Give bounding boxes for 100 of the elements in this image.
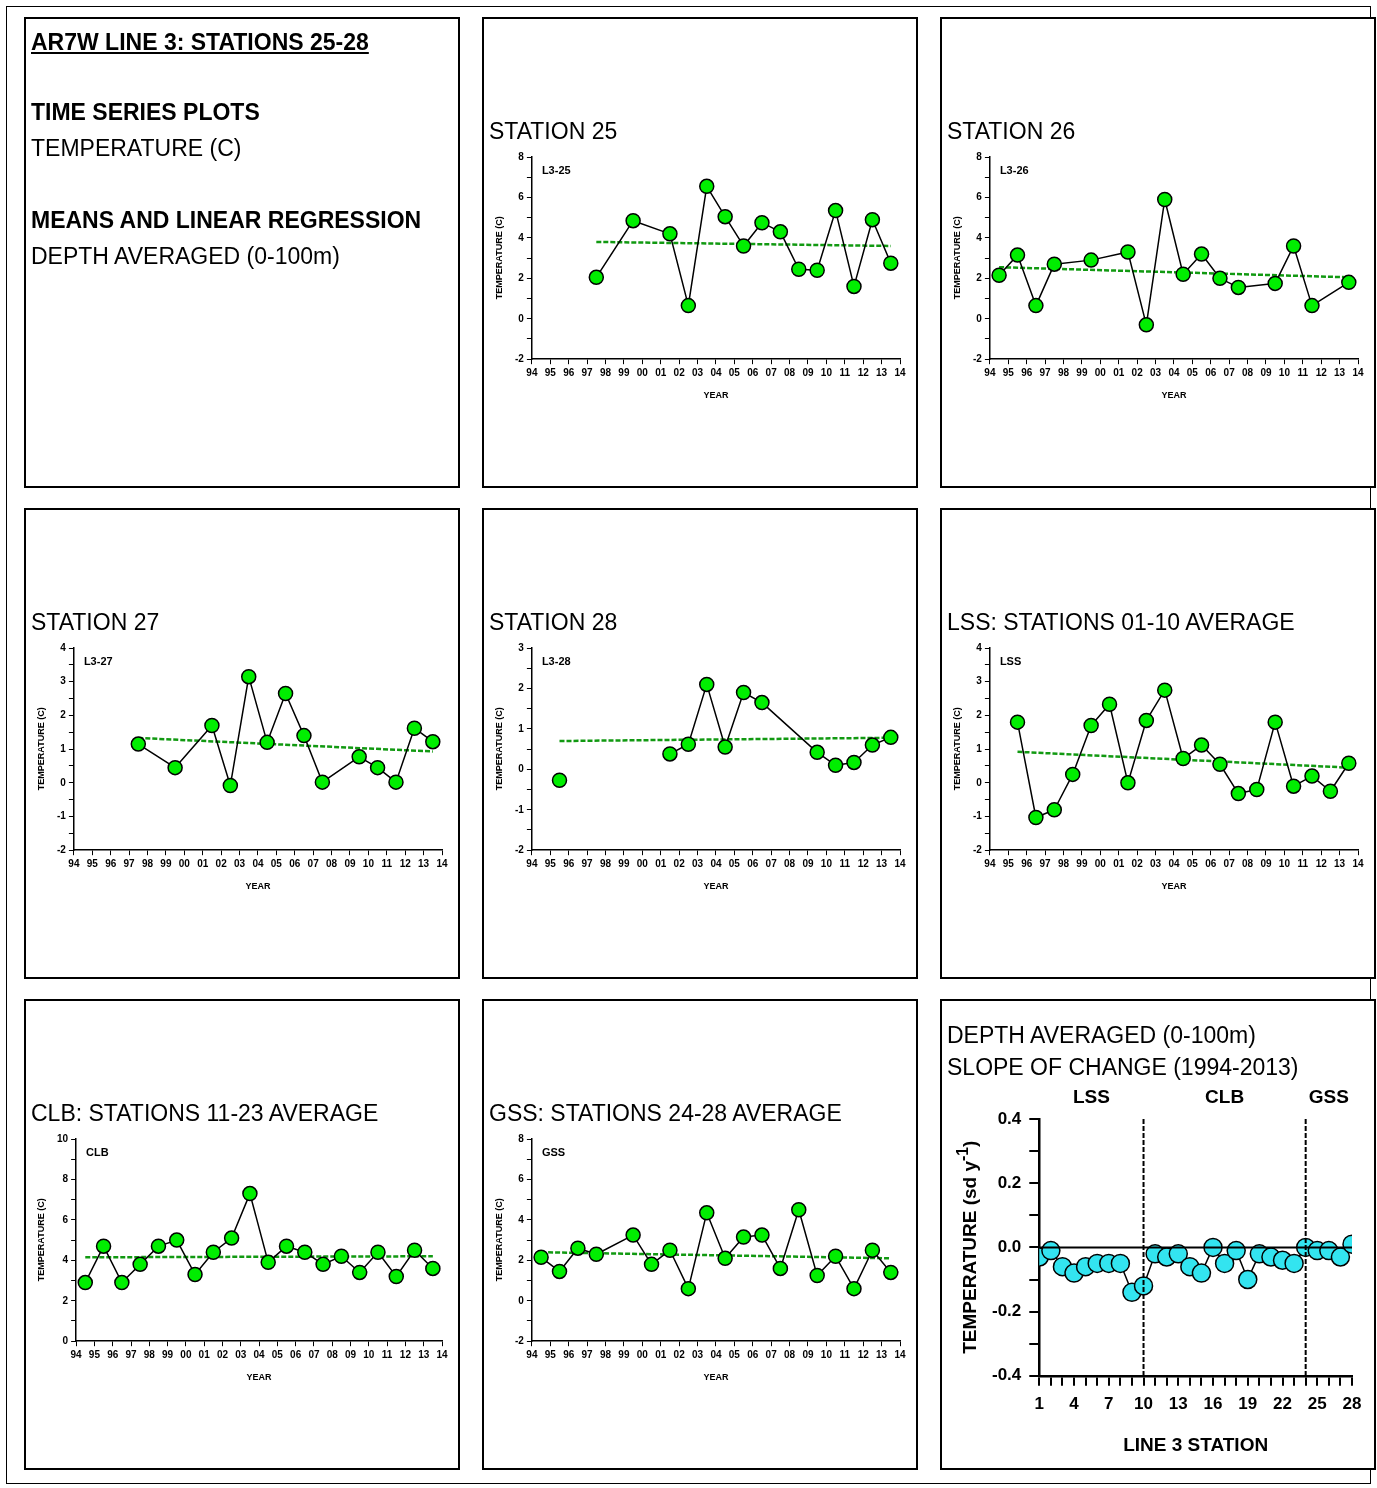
y-tick-label: 0.2 xyxy=(997,1172,1022,1192)
x-tick-label: 05 xyxy=(270,857,283,869)
chart-title: STATION 26 xyxy=(947,117,1077,146)
y-tick-label: 8 xyxy=(976,150,983,162)
y-axis-title: TEMPERATURE (C) xyxy=(494,215,504,302)
x-tick-label: 02 xyxy=(216,1348,229,1360)
x-tick-label: 03 xyxy=(1149,366,1162,378)
text: LSS xyxy=(1072,1085,1110,1107)
x-tick-label: 99 xyxy=(162,1348,174,1360)
x-tick-label: 95 xyxy=(86,857,99,869)
text: DEPTH AVERAGED (0-100m) xyxy=(31,242,340,271)
x-tick-label: 94 xyxy=(68,857,80,869)
x-tick-label: 07 xyxy=(307,857,320,869)
y-tick-label: -0.4 xyxy=(992,1365,1022,1385)
chart-title: DEPTH AVERAGED (0-100m) xyxy=(947,1021,1257,1050)
x-tick-label: 03 xyxy=(691,366,704,378)
y-tick-label: 6 xyxy=(518,1173,525,1185)
x-tick-label: 13 xyxy=(876,857,888,869)
y-tick-label: -2 xyxy=(972,352,983,364)
x-tick-label: 06 xyxy=(747,1348,759,1360)
x-tick-label: 99 xyxy=(618,366,630,378)
x-tick-label: 16 xyxy=(1203,1393,1223,1413)
y-tick-label: 3 xyxy=(60,675,67,687)
x-tick-label: 08 xyxy=(326,1348,339,1360)
x-tick-label: 28 xyxy=(1342,1393,1362,1413)
x-tick-label: 19 xyxy=(1238,1393,1258,1413)
x-tick-label: 10 xyxy=(820,1348,833,1360)
x-tick-label: 97 xyxy=(581,1348,594,1360)
x-tick-label: 94 xyxy=(526,1348,538,1360)
x-tick-label: 10 xyxy=(820,857,833,869)
x-tick-label: 07 xyxy=(1223,857,1236,869)
x-tick-label: 96 xyxy=(1021,857,1033,869)
chart-title: CLB: STATIONS 11-23 AVERAGE xyxy=(31,1099,380,1128)
x-tick-label: 05 xyxy=(728,366,741,378)
x-tick-label: 06 xyxy=(290,1348,302,1360)
y-tick-label: 0 xyxy=(518,763,525,775)
y-tick-label: 0 xyxy=(62,1334,69,1346)
x-tick-label: 03 xyxy=(1149,857,1162,869)
x-tick-label: 99 xyxy=(1076,366,1088,378)
x-tick-label: 11 xyxy=(1297,857,1309,869)
x-axis-title: YEAR xyxy=(245,881,271,892)
x-tick-label: 10 xyxy=(1278,857,1291,869)
x-tick-label: 14 xyxy=(1352,857,1364,869)
chart-title: STATION 27 xyxy=(31,608,161,637)
y-tick-label: 8 xyxy=(62,1173,69,1185)
x-tick-label: 12 xyxy=(857,857,870,869)
y-tick-label: 0 xyxy=(976,312,983,324)
x-tick-label: 11 xyxy=(839,1348,851,1360)
x-tick-label: 08 xyxy=(326,857,338,869)
y-tick-label: 1 xyxy=(976,742,983,754)
x-tick-label: 08 xyxy=(784,857,796,869)
annotation: L3-26 xyxy=(999,163,1029,176)
x-tick-label: 96 xyxy=(563,366,575,378)
x-axis-title: YEAR xyxy=(703,390,729,401)
x-tick-label: 1 xyxy=(1034,1393,1045,1413)
x-tick-label: 94 xyxy=(526,857,538,869)
x-tick-label: 03 xyxy=(691,1348,704,1360)
chart-title: STATION 25 xyxy=(489,117,619,146)
x-tick-label: 09 xyxy=(1260,366,1272,378)
x-tick-label: 02 xyxy=(215,857,228,869)
x-tick-label: 97 xyxy=(125,1348,137,1360)
x-tick-label: 04 xyxy=(710,1348,722,1360)
x-tick-label: 95 xyxy=(1002,366,1015,378)
x-tick-label: 98 xyxy=(1057,857,1070,869)
x-tick-label: 06 xyxy=(747,366,759,378)
y-tick-label: 2 xyxy=(62,1294,69,1306)
x-tick-label: 96 xyxy=(563,1348,575,1360)
y-tick-label: -1 xyxy=(56,810,67,822)
x-tick-label: 04 xyxy=(1168,366,1180,378)
y-tick-label: 2 xyxy=(976,709,983,721)
x-tick-label: 10 xyxy=(1278,366,1291,378)
x-tick-label: 07 xyxy=(1223,366,1236,378)
y-tick-label: -2 xyxy=(514,843,525,855)
x-tick-label: 94 xyxy=(984,857,996,869)
chart-title: STATION 28 xyxy=(489,608,619,637)
x-axis-title: LINE 3 STATION xyxy=(1123,1433,1269,1455)
x-tick-label: 03 xyxy=(235,1348,247,1360)
x-tick-label: 04 xyxy=(710,366,722,378)
y-axis-title: TEMPERATURE (C) xyxy=(494,706,504,793)
x-tick-label: 01 xyxy=(1113,366,1125,378)
y-tick-label: 0 xyxy=(518,1294,525,1306)
x-tick-label: 98 xyxy=(599,366,612,378)
x-tick-label: 00 xyxy=(636,857,649,869)
y-tick-label: -0.2 xyxy=(992,1301,1022,1321)
x-tick-label: 95 xyxy=(1002,857,1015,869)
x-tick-label: 01 xyxy=(655,366,667,378)
x-tick-label: 07 xyxy=(308,1348,320,1360)
x-tick-label: 14 xyxy=(436,1348,448,1360)
x-tick-label: 10 xyxy=(820,366,833,378)
x-tick-label: 10 xyxy=(362,857,375,869)
annotation: GSS xyxy=(541,1145,566,1158)
x-tick-label: 04 xyxy=(1168,857,1180,869)
x-tick-label: 05 xyxy=(728,1348,741,1360)
y-tick-label: 0 xyxy=(60,776,67,788)
text: MEANS AND LINEAR REGRESSION xyxy=(31,206,422,235)
x-axis-title: YEAR xyxy=(1161,881,1187,892)
y-tick-label: -2 xyxy=(514,1334,525,1346)
text: TIME SERIES PLOTS xyxy=(31,98,260,127)
x-tick-label: 12 xyxy=(857,366,870,378)
x-tick-label: 12 xyxy=(857,1348,870,1360)
